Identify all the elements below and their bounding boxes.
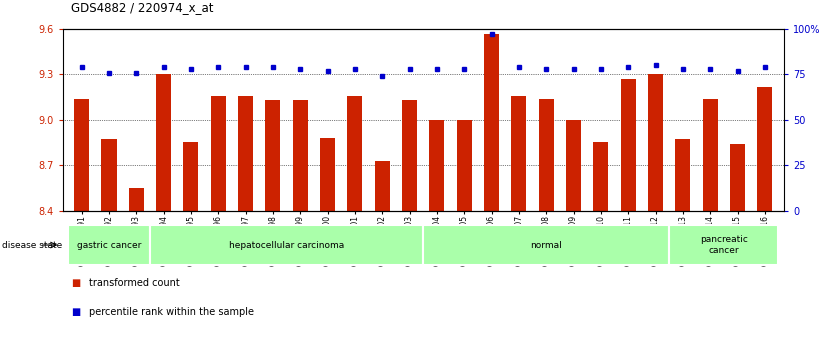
Bar bbox=[348, 95, 363, 211]
Bar bbox=[265, 100, 280, 211]
Bar bbox=[239, 95, 254, 211]
Text: pancreatic
cancer: pancreatic cancer bbox=[700, 235, 748, 255]
Text: percentile rank within the sample: percentile rank within the sample bbox=[89, 307, 254, 317]
Bar bbox=[593, 143, 608, 211]
Bar bbox=[484, 34, 499, 211]
Text: hepatocellular carcinoma: hepatocellular carcinoma bbox=[229, 241, 344, 249]
Bar bbox=[423, 225, 669, 265]
Bar bbox=[676, 139, 691, 211]
Text: ■: ■ bbox=[71, 278, 80, 288]
Bar bbox=[757, 86, 772, 211]
Bar bbox=[128, 188, 143, 211]
Bar bbox=[703, 99, 718, 211]
Bar bbox=[402, 100, 417, 211]
Bar bbox=[669, 225, 778, 265]
Text: gastric cancer: gastric cancer bbox=[77, 241, 141, 249]
Bar bbox=[150, 225, 423, 265]
Bar bbox=[648, 74, 663, 211]
Bar bbox=[374, 161, 389, 211]
Text: GDS4882 / 220974_x_at: GDS4882 / 220974_x_at bbox=[71, 1, 214, 15]
Bar bbox=[320, 138, 335, 211]
Bar bbox=[620, 79, 636, 211]
Bar bbox=[730, 144, 745, 211]
Bar bbox=[183, 143, 198, 211]
Bar bbox=[539, 99, 554, 211]
Bar bbox=[457, 120, 472, 211]
Bar bbox=[68, 225, 150, 265]
Bar bbox=[511, 95, 526, 211]
Bar bbox=[566, 120, 581, 211]
Bar bbox=[211, 95, 226, 211]
Text: ■: ■ bbox=[71, 307, 80, 317]
Bar bbox=[74, 99, 89, 211]
Text: disease state: disease state bbox=[2, 241, 62, 249]
Text: normal: normal bbox=[530, 241, 562, 249]
Bar bbox=[156, 74, 171, 211]
Text: transformed count: transformed count bbox=[89, 278, 180, 288]
Bar bbox=[293, 100, 308, 211]
Bar bbox=[102, 139, 117, 211]
Bar bbox=[430, 120, 445, 211]
